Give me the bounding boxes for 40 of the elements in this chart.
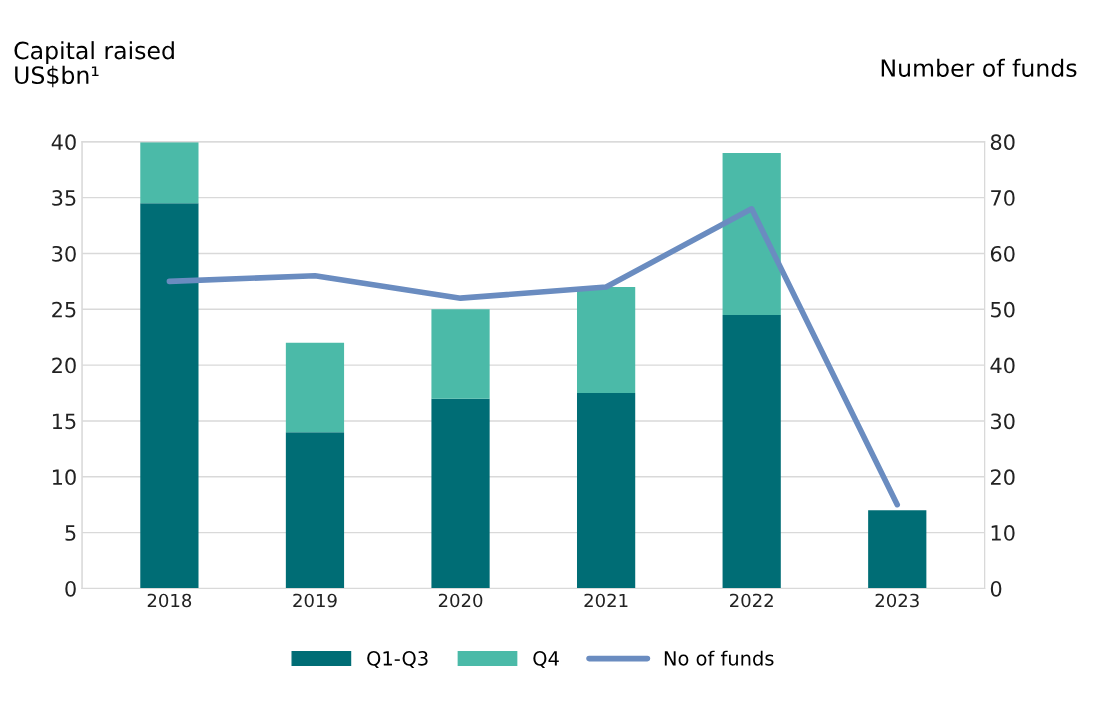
bar bbox=[285, 432, 345, 589]
bar bbox=[868, 510, 927, 589]
x-tick-label: 2021 bbox=[584, 593, 628, 608]
legend-label: No of funds bbox=[664, 650, 774, 666]
legend-label: Q4 bbox=[533, 650, 559, 668]
x-tick-label: 2023 bbox=[875, 593, 919, 608]
y2-tick-label: 20 bbox=[990, 469, 1015, 486]
y-tick-label: 0 bbox=[65, 580, 76, 597]
x-tick-label: 2018 bbox=[147, 593, 192, 608]
y-tick-label: 15 bbox=[52, 413, 76, 430]
y-tick-label: 25 bbox=[52, 301, 76, 318]
bar bbox=[722, 314, 781, 589]
y-tick-label: 5 bbox=[65, 525, 76, 541]
y2-tick-label: 30 bbox=[991, 413, 1015, 430]
y2-tick-label: 80 bbox=[990, 134, 1015, 151]
x-tick-label: 2019 bbox=[293, 593, 337, 608]
x-tick-label: 2020 bbox=[438, 593, 483, 608]
bar bbox=[577, 286, 636, 394]
bar bbox=[285, 342, 345, 433]
y-tick-label: 40 bbox=[51, 134, 76, 151]
bar bbox=[140, 203, 199, 589]
y-tick-label: 35 bbox=[52, 190, 76, 206]
y2-tick-label: 70 bbox=[991, 190, 1015, 206]
bar bbox=[431, 398, 490, 589]
legend-label: Q1-Q3 bbox=[367, 650, 428, 668]
y2-tick-label: 0 bbox=[990, 580, 1002, 597]
bar bbox=[140, 141, 199, 204]
y-tick-label: 30 bbox=[52, 245, 76, 262]
y-tick-label: 20 bbox=[52, 357, 76, 374]
y-tick-label: 10 bbox=[52, 469, 76, 486]
bar bbox=[722, 152, 781, 315]
y2-tick-label: 10 bbox=[991, 525, 1015, 541]
y2-tick-label: 40 bbox=[990, 357, 1015, 374]
bar bbox=[577, 393, 636, 589]
y2-tick-label: 60 bbox=[990, 245, 1015, 262]
x-tick-label: 2022 bbox=[730, 593, 773, 608]
y2-axis-title: Number of funds bbox=[881, 58, 1077, 77]
y2-tick-label: 50 bbox=[991, 301, 1015, 318]
bar bbox=[431, 309, 490, 399]
y-axis-title: Capital raised US$bn¹ bbox=[14, 41, 174, 88]
